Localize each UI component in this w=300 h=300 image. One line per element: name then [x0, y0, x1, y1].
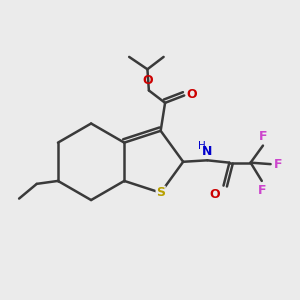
- Text: N: N: [202, 145, 212, 158]
- Text: H: H: [198, 141, 206, 151]
- Text: F: F: [274, 158, 282, 171]
- Text: F: F: [259, 130, 267, 142]
- Text: O: O: [142, 74, 153, 87]
- Text: O: O: [209, 188, 220, 201]
- Text: O: O: [186, 88, 197, 101]
- Text: S: S: [156, 186, 165, 199]
- Text: F: F: [257, 184, 266, 197]
